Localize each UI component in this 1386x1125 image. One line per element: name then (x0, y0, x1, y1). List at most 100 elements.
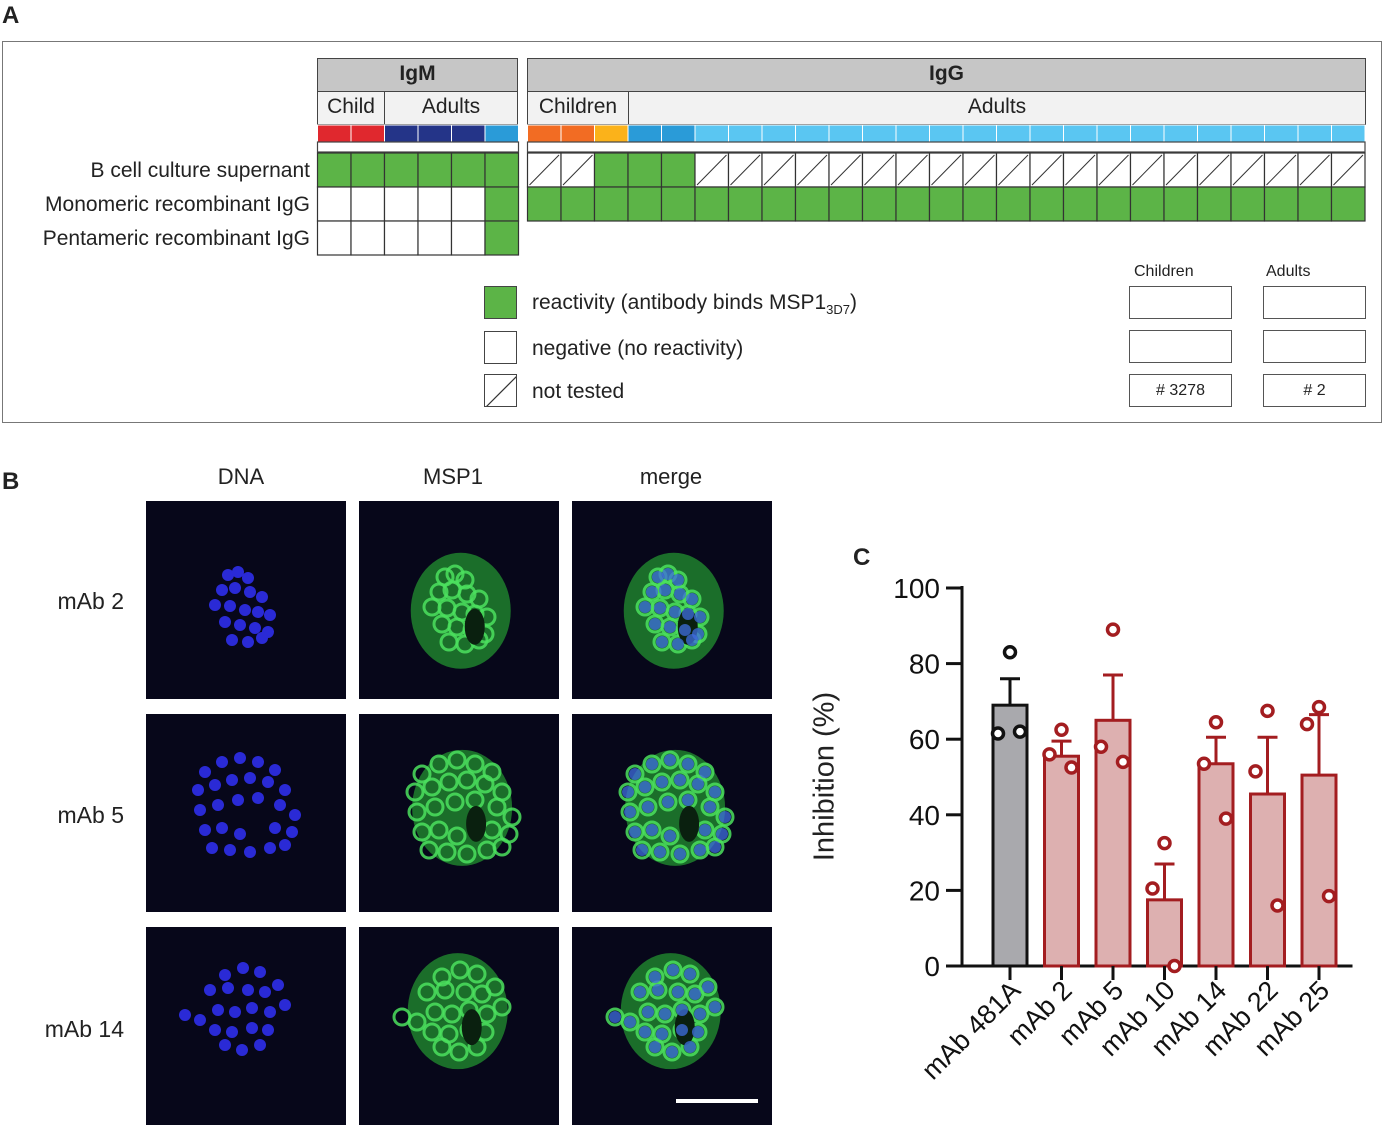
micrograph-dna-row-3 (146, 927, 346, 1125)
nucleus (229, 582, 241, 594)
nucleus (269, 764, 281, 776)
igg-not-tested-slash (1266, 154, 1297, 186)
msp1-ring (475, 774, 495, 794)
igm-cell (484, 152, 520, 188)
msp1-ring (455, 570, 475, 590)
igg-color-strip-cell (929, 124, 964, 143)
igg-color-strip-cell (1297, 124, 1332, 143)
msp1-ring (417, 982, 437, 1002)
igg-cell (1029, 186, 1065, 222)
nucleus (239, 604, 251, 616)
nucleus (642, 801, 654, 813)
msp1-ring (698, 977, 718, 997)
nucleus (664, 621, 676, 633)
data-point (1311, 699, 1327, 715)
data-point (1115, 754, 1131, 770)
nucleus (629, 826, 641, 838)
igg-color-strip-cell (1130, 124, 1165, 143)
nucleus (674, 588, 686, 600)
row-name-mab2: mAb 2 (57, 588, 124, 614)
igg-cell (1297, 186, 1333, 222)
scale-bar (676, 1099, 758, 1103)
msp1-ring (449, 1042, 469, 1062)
igg-cell (593, 186, 629, 222)
igm-cell (417, 186, 453, 222)
msp1-ring (439, 772, 459, 792)
igg-not-tested-slash (730, 154, 761, 186)
legend-reactive-text: reactivity (antibody binds MSP13D7) (532, 291, 857, 318)
nucleus (219, 1039, 231, 1051)
data-point (1270, 898, 1285, 913)
msp1-ring (429, 754, 449, 774)
igm-color-strip-cell (350, 124, 385, 143)
donor-children-title: Children (1134, 263, 1194, 280)
nucleus (242, 636, 254, 648)
msp1-ring (457, 770, 477, 790)
igg-cell (660, 152, 696, 188)
igm-group-adults: Adults (384, 92, 518, 125)
nucleus (262, 776, 274, 788)
bar (991, 703, 1029, 968)
msp1-ring (429, 820, 449, 840)
igm-color-strip-cell (451, 124, 486, 143)
igg-color-strip-cell (828, 124, 863, 143)
igg-color-strip-cell (962, 124, 997, 143)
nucleus (682, 608, 694, 620)
igg-group-adults: Adults (628, 92, 1366, 125)
msp1-ring (487, 797, 507, 817)
data-point (1167, 958, 1182, 974)
nucleus (646, 586, 658, 598)
nucleus (642, 1006, 654, 1018)
nucleus (629, 768, 641, 780)
nucleus (224, 844, 236, 856)
msp1-ring (437, 842, 457, 862)
data-point (1042, 747, 1057, 762)
nucleus (236, 1044, 248, 1056)
msp1-ring (705, 997, 725, 1017)
nucleus (682, 794, 694, 806)
msp1-ring (432, 967, 452, 987)
msp1-ring (618, 782, 638, 802)
nucleus (664, 754, 676, 766)
nucleus (709, 786, 721, 798)
nucleus (244, 586, 256, 598)
nucleus (249, 622, 261, 634)
igm-cell (450, 220, 486, 256)
micrograph-dna-row-1 (146, 501, 346, 699)
nucleus (229, 1006, 241, 1018)
igg-color-strip-cell (694, 124, 729, 143)
igg-cell (526, 186, 562, 222)
nucleus (694, 1008, 706, 1020)
igm-cell (450, 186, 486, 222)
igm-cell (383, 220, 419, 256)
nucleus (639, 1026, 651, 1038)
igg-color-strip-cell (1197, 124, 1232, 143)
nucleus (646, 824, 658, 836)
igm-cell (316, 152, 352, 188)
nucleus (634, 986, 646, 998)
igm-cell (484, 220, 520, 256)
nucleus (289, 809, 301, 821)
nucleus (286, 826, 298, 838)
nucleus (244, 772, 256, 784)
igg-not-tested-slash (964, 154, 995, 186)
nucleus (667, 964, 679, 976)
igg-not-tested-slash (1031, 154, 1062, 186)
nucleus (662, 568, 674, 580)
nucleus (709, 841, 721, 853)
panel-a-frame (2, 41, 1382, 423)
nucleus (259, 986, 271, 998)
nucleus (254, 1039, 266, 1051)
nucleus (672, 638, 684, 650)
micrograph-canvas (405, 749, 522, 866)
nucleus (656, 776, 668, 788)
msp1-ring (447, 826, 467, 846)
legend-negative-swatch (484, 331, 517, 364)
data-point (1321, 888, 1337, 904)
igm-strip-gap (316, 141, 520, 153)
igg-color-strip-cell (996, 124, 1031, 143)
reactivity-grid (316, 124, 1366, 256)
igm-cell (316, 186, 352, 222)
nucleus (204, 984, 216, 996)
nucleus (242, 572, 254, 584)
